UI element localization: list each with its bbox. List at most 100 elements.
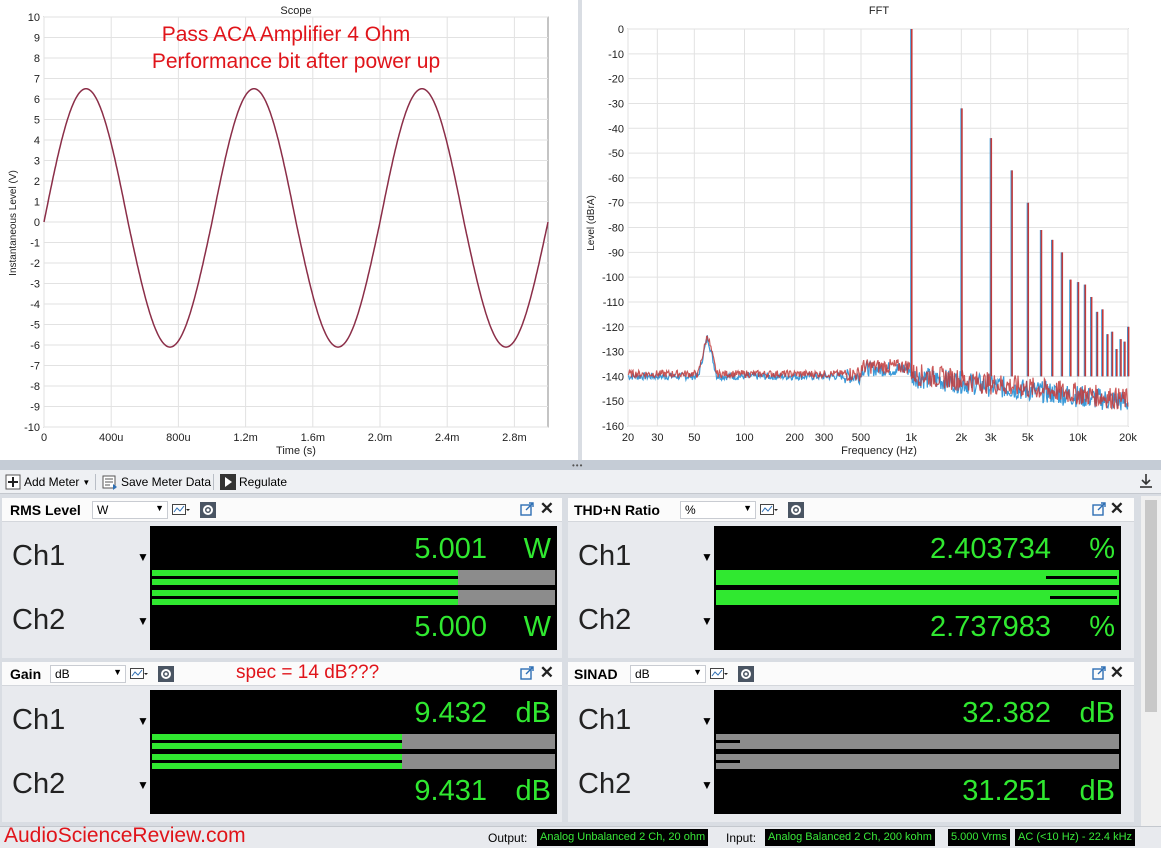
fft-y-tick-label: -20 [608, 74, 624, 86]
scope-x-tick-label: 2.0m [368, 432, 392, 444]
graph-options-icon[interactable] [710, 666, 728, 682]
graph-options-icon[interactable] [172, 502, 190, 518]
save-data-icon [102, 475, 117, 490]
scope-y-tick-label: 8 [34, 53, 40, 65]
meter-unit: % [1089, 533, 1115, 565]
close-icon[interactable]: ✕ [539, 499, 554, 518]
level-bar [152, 570, 555, 585]
scope-y-tick-label: 6 [34, 94, 40, 106]
gear-icon[interactable] [158, 666, 174, 682]
unit-select[interactable]: % ▼ [680, 501, 756, 519]
channel-dropdown-icon[interactable]: ▼ [137, 778, 149, 792]
toolbar-separator [95, 474, 96, 490]
level-bar-marker [152, 596, 459, 599]
fft-x-tick-label: 10k [1069, 432, 1087, 444]
fft-x-tick-label: 300 [815, 432, 833, 444]
scope-trace [43, 88, 549, 348]
add-meter-button[interactable]: Add Meter ▼ [2, 473, 93, 491]
meter-title: SINAD [574, 666, 618, 682]
meter-channel-row-ch1: Ch1 ▼ 9.432 dB [2, 690, 562, 754]
meter-unit: dB [515, 697, 551, 729]
channel-dropdown-icon[interactable]: ▼ [137, 550, 149, 564]
output-config[interactable]: Analog Unbalanced 2 Ch, 20 ohm [537, 829, 709, 846]
fft-x-tick-label: 50 [688, 432, 700, 444]
fft-x-tick-label: 2k [956, 432, 968, 444]
channel-dropdown-icon[interactable]: ▼ [701, 614, 713, 628]
panel-splitter[interactable]: ••• [0, 460, 1161, 470]
meter-value: 2.403734 [930, 533, 1051, 565]
download-icon[interactable] [1139, 473, 1153, 489]
unit-select-value: % [685, 503, 696, 517]
save-meter-data-button[interactable]: Save Meter Data [99, 473, 214, 491]
gear-icon[interactable] [738, 666, 754, 682]
meter-header: Gain dB ▼ spec = 14 dB??? ✕ [2, 662, 562, 686]
scope-chart: Scope -10-9-8-7-6-5-4-3-2-1012345678910 … [8, 5, 549, 457]
scope-y-tick-label: -8 [30, 381, 40, 393]
scope-x-tick-label: 1.6m [301, 432, 325, 444]
fft-x-tick-label: 1k [905, 432, 917, 444]
unit-select[interactable]: W ▼ [92, 501, 168, 519]
play-icon [220, 474, 236, 490]
level-bar-marker [716, 760, 741, 763]
popout-icon[interactable] [1092, 666, 1106, 680]
spec-note-annotation: spec = 14 dB??? [236, 662, 380, 683]
meter-channel-row-ch2: Ch2 ▼ 31.251 dB [568, 752, 1128, 818]
channel-dropdown-icon[interactable]: ▼ [701, 550, 713, 564]
scope-x-tick-label: 0 [41, 432, 47, 444]
level-bar-marker [1050, 596, 1117, 599]
channel-dropdown-icon[interactable]: ▼ [137, 614, 149, 628]
meter-value: 2.737983 [930, 611, 1051, 643]
splitter-grip-icon[interactable]: ••• [572, 461, 584, 470]
unit-select[interactable]: dB ▼ [50, 665, 126, 683]
fft-graph-panel: FFT 0 -10 -20 -30 -40 -50 -60 -70 -80 -90 -100 -110… [582, 0, 1161, 460]
meter-display: 5.000 W [150, 588, 557, 650]
meters-scrollbar[interactable] [1141, 496, 1161, 826]
fft-x-tick-label: 3k [985, 432, 997, 444]
gear-icon[interactable] [788, 502, 804, 518]
unit-select-value: W [97, 503, 109, 517]
meter-header: RMS Level W ▼ ✕ [2, 498, 562, 522]
fft-x-tick-label: 20k [1119, 432, 1137, 444]
level-bar-marker [152, 760, 402, 763]
popout-icon[interactable] [520, 666, 534, 680]
popout-icon[interactable] [520, 502, 534, 516]
fft-y-tick-label: -130 [602, 347, 624, 359]
meter-value: 5.000 [414, 611, 487, 643]
scope-y-tick-label: -4 [30, 299, 40, 311]
input-coupling[interactable]: AC (<10 Hz) - 22.4 kHz [1015, 829, 1136, 846]
channel-label: Ch2 [578, 604, 632, 636]
scope-x-tick-label: 400u [99, 432, 123, 444]
chevron-down-icon: ▼ [155, 503, 164, 513]
channel-dropdown-icon[interactable]: ▼ [137, 714, 149, 728]
level-bar [716, 754, 1119, 769]
meter-value: 31.251 [962, 775, 1051, 807]
graph-options-icon[interactable] [760, 502, 778, 518]
unit-select[interactable]: dB ▼ [630, 665, 706, 683]
fft-x-axis-label: Frequency (Hz) [841, 445, 917, 457]
meter-title: THD+N Ratio [574, 502, 660, 518]
channel-dropdown-icon[interactable]: ▼ [701, 778, 713, 792]
fft-y-tick-label: -90 [608, 247, 624, 259]
fft-x-tick-label: 30 [651, 432, 663, 444]
channel-label: Ch1 [578, 540, 632, 572]
close-icon[interactable]: ✕ [1109, 663, 1124, 682]
scope-panel-title: Scope [280, 5, 311, 17]
close-icon[interactable]: ✕ [1109, 499, 1124, 518]
regulate-label: Regulate [239, 475, 288, 489]
input-config[interactable]: Analog Balanced 2 Ch, 200 kohm [765, 829, 935, 846]
channel-dropdown-icon[interactable]: ▼ [701, 714, 713, 728]
popout-icon[interactable] [1092, 502, 1106, 516]
chevron-down-icon: ▼ [743, 503, 752, 513]
close-icon[interactable]: ✕ [539, 663, 554, 682]
meter-channel-row-ch2: Ch2 ▼ 5.000 W [2, 588, 562, 654]
scrollbar-thumb[interactable] [1145, 500, 1157, 712]
scope-x-tick-label: 2.4m [435, 432, 459, 444]
fft-y-axis-label: Level (dBrA) [586, 195, 597, 251]
channel-label: Ch2 [12, 768, 66, 800]
meter-channel-row-ch1: Ch1 ▼ 32.382 dB [568, 690, 1128, 754]
regulate-button[interactable]: Regulate [217, 473, 290, 491]
input-level[interactable]: 5.000 Vrms [948, 829, 1010, 846]
gear-icon[interactable] [200, 502, 216, 518]
status-bar: AudioScienceReview.com Output: Analog Un… [0, 824, 1161, 848]
graph-options-icon[interactable] [130, 666, 148, 682]
